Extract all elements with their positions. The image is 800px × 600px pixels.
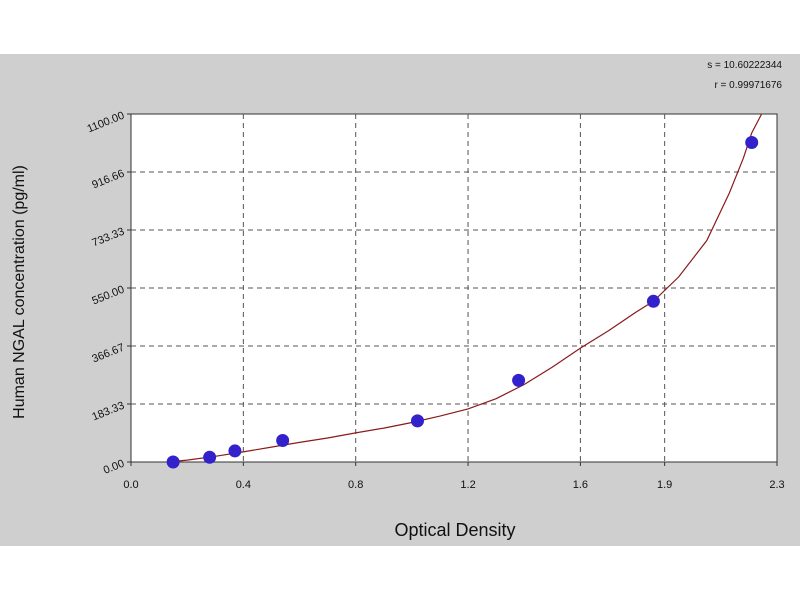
x-axis-label: Optical Density: [394, 520, 515, 540]
data-points: [166, 135, 759, 469]
grid-lines: [131, 114, 777, 462]
plot-area: [130, 113, 778, 463]
x-tick-label: 0.8: [348, 479, 363, 491]
r-value-label: r = 0.99971676: [714, 80, 782, 91]
s-value-label: s = 10.60222344: [707, 60, 782, 71]
x-tick-label: 1.9: [657, 479, 672, 491]
y-tick-label: 916.66: [90, 168, 126, 192]
y-tick-label: 0.00: [102, 458, 126, 477]
x-tick-label: 0.4: [236, 479, 251, 491]
x-tick-label: 1.2: [460, 479, 475, 491]
y-tick-label: 733.33: [90, 226, 126, 250]
data-point: [745, 135, 759, 149]
fit-curve: [167, 113, 763, 463]
data-point: [512, 373, 526, 387]
data-point: [166, 455, 180, 469]
y-axis-ticks: 0.00 183.33 366.67 550.00 733.33 916.66 1100.0…: [86, 110, 131, 477]
x-tick-label: 1.6: [573, 479, 588, 491]
data-point: [410, 414, 424, 428]
y-tick-label: 1100.00: [86, 110, 127, 136]
x-tick-label: 2.3: [769, 479, 784, 491]
y-tick-label: 366.67: [90, 342, 126, 366]
data-point: [646, 294, 660, 308]
data-point: [276, 433, 290, 447]
y-axis-label: Human NGAL concentration (pg/ml): [11, 165, 28, 419]
x-tick-label: 0.0: [123, 479, 138, 491]
data-point: [203, 450, 217, 464]
y-tick-label: 550.00: [90, 284, 126, 308]
data-point: [228, 444, 242, 458]
x-axis-ticks: 0.0 0.4 0.8 1.2 1.6 1.9 2.3: [123, 462, 785, 491]
y-tick-label: 183.33: [90, 400, 126, 424]
